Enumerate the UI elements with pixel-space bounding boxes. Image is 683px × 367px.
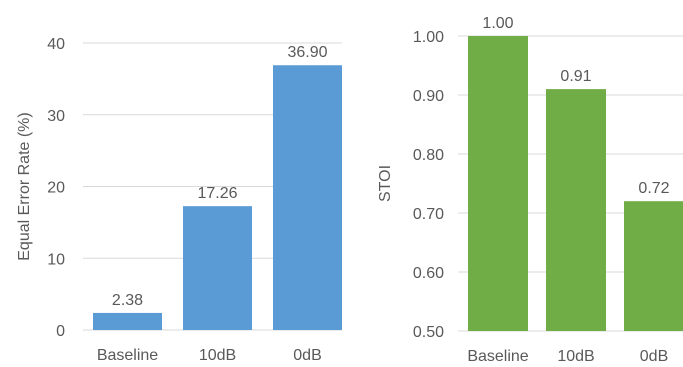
bar [546,89,606,331]
data-label: 17.26 [197,185,237,202]
data-label: 2.38 [112,292,143,309]
bar [183,206,252,330]
y-tick-label: 0.50 [413,324,444,341]
x-tick-label: 0dB [640,348,668,365]
stoi-chart: 0.50 0.60 0.70 0.80 0.90 1.00 STOI 1.00 Baseline… [377,15,683,365]
y-tick-label: 30 [47,108,65,125]
x-tick-label: Baseline [467,348,528,365]
bar [624,201,683,331]
data-label: 0.72 [638,180,669,197]
y-tick-label: 0.70 [413,206,444,223]
y-tick-label: 1.00 [413,29,444,46]
y-tick-label: 0 [56,323,65,340]
bar [273,65,342,331]
y-tick-label: 10 [47,251,65,268]
y-tick-label: 0.80 [413,147,444,164]
data-label: 0.91 [560,68,591,85]
data-label: 1.00 [482,15,513,32]
x-tick-label: 10dB [199,347,236,364]
y-axis-label: STOI [377,165,394,202]
data-label: 36.90 [287,44,327,61]
y-axis-label: Equal Error Rate (%) [16,112,33,261]
bar [468,36,528,331]
x-tick-label: Baseline [97,347,158,364]
y-tick-label: 0.60 [413,265,444,282]
eer-chart: 0 10 20 30 40 Equal Error Rate (%) 2.38 Baselin… [16,36,342,364]
y-tick-label: 20 [47,180,65,197]
bar [93,312,162,330]
x-tick-label: 10dB [557,348,594,365]
x-tick-label: 0dB [293,347,321,364]
y-tick-label: 40 [47,36,65,53]
y-tick-label: 0.90 [413,88,444,105]
